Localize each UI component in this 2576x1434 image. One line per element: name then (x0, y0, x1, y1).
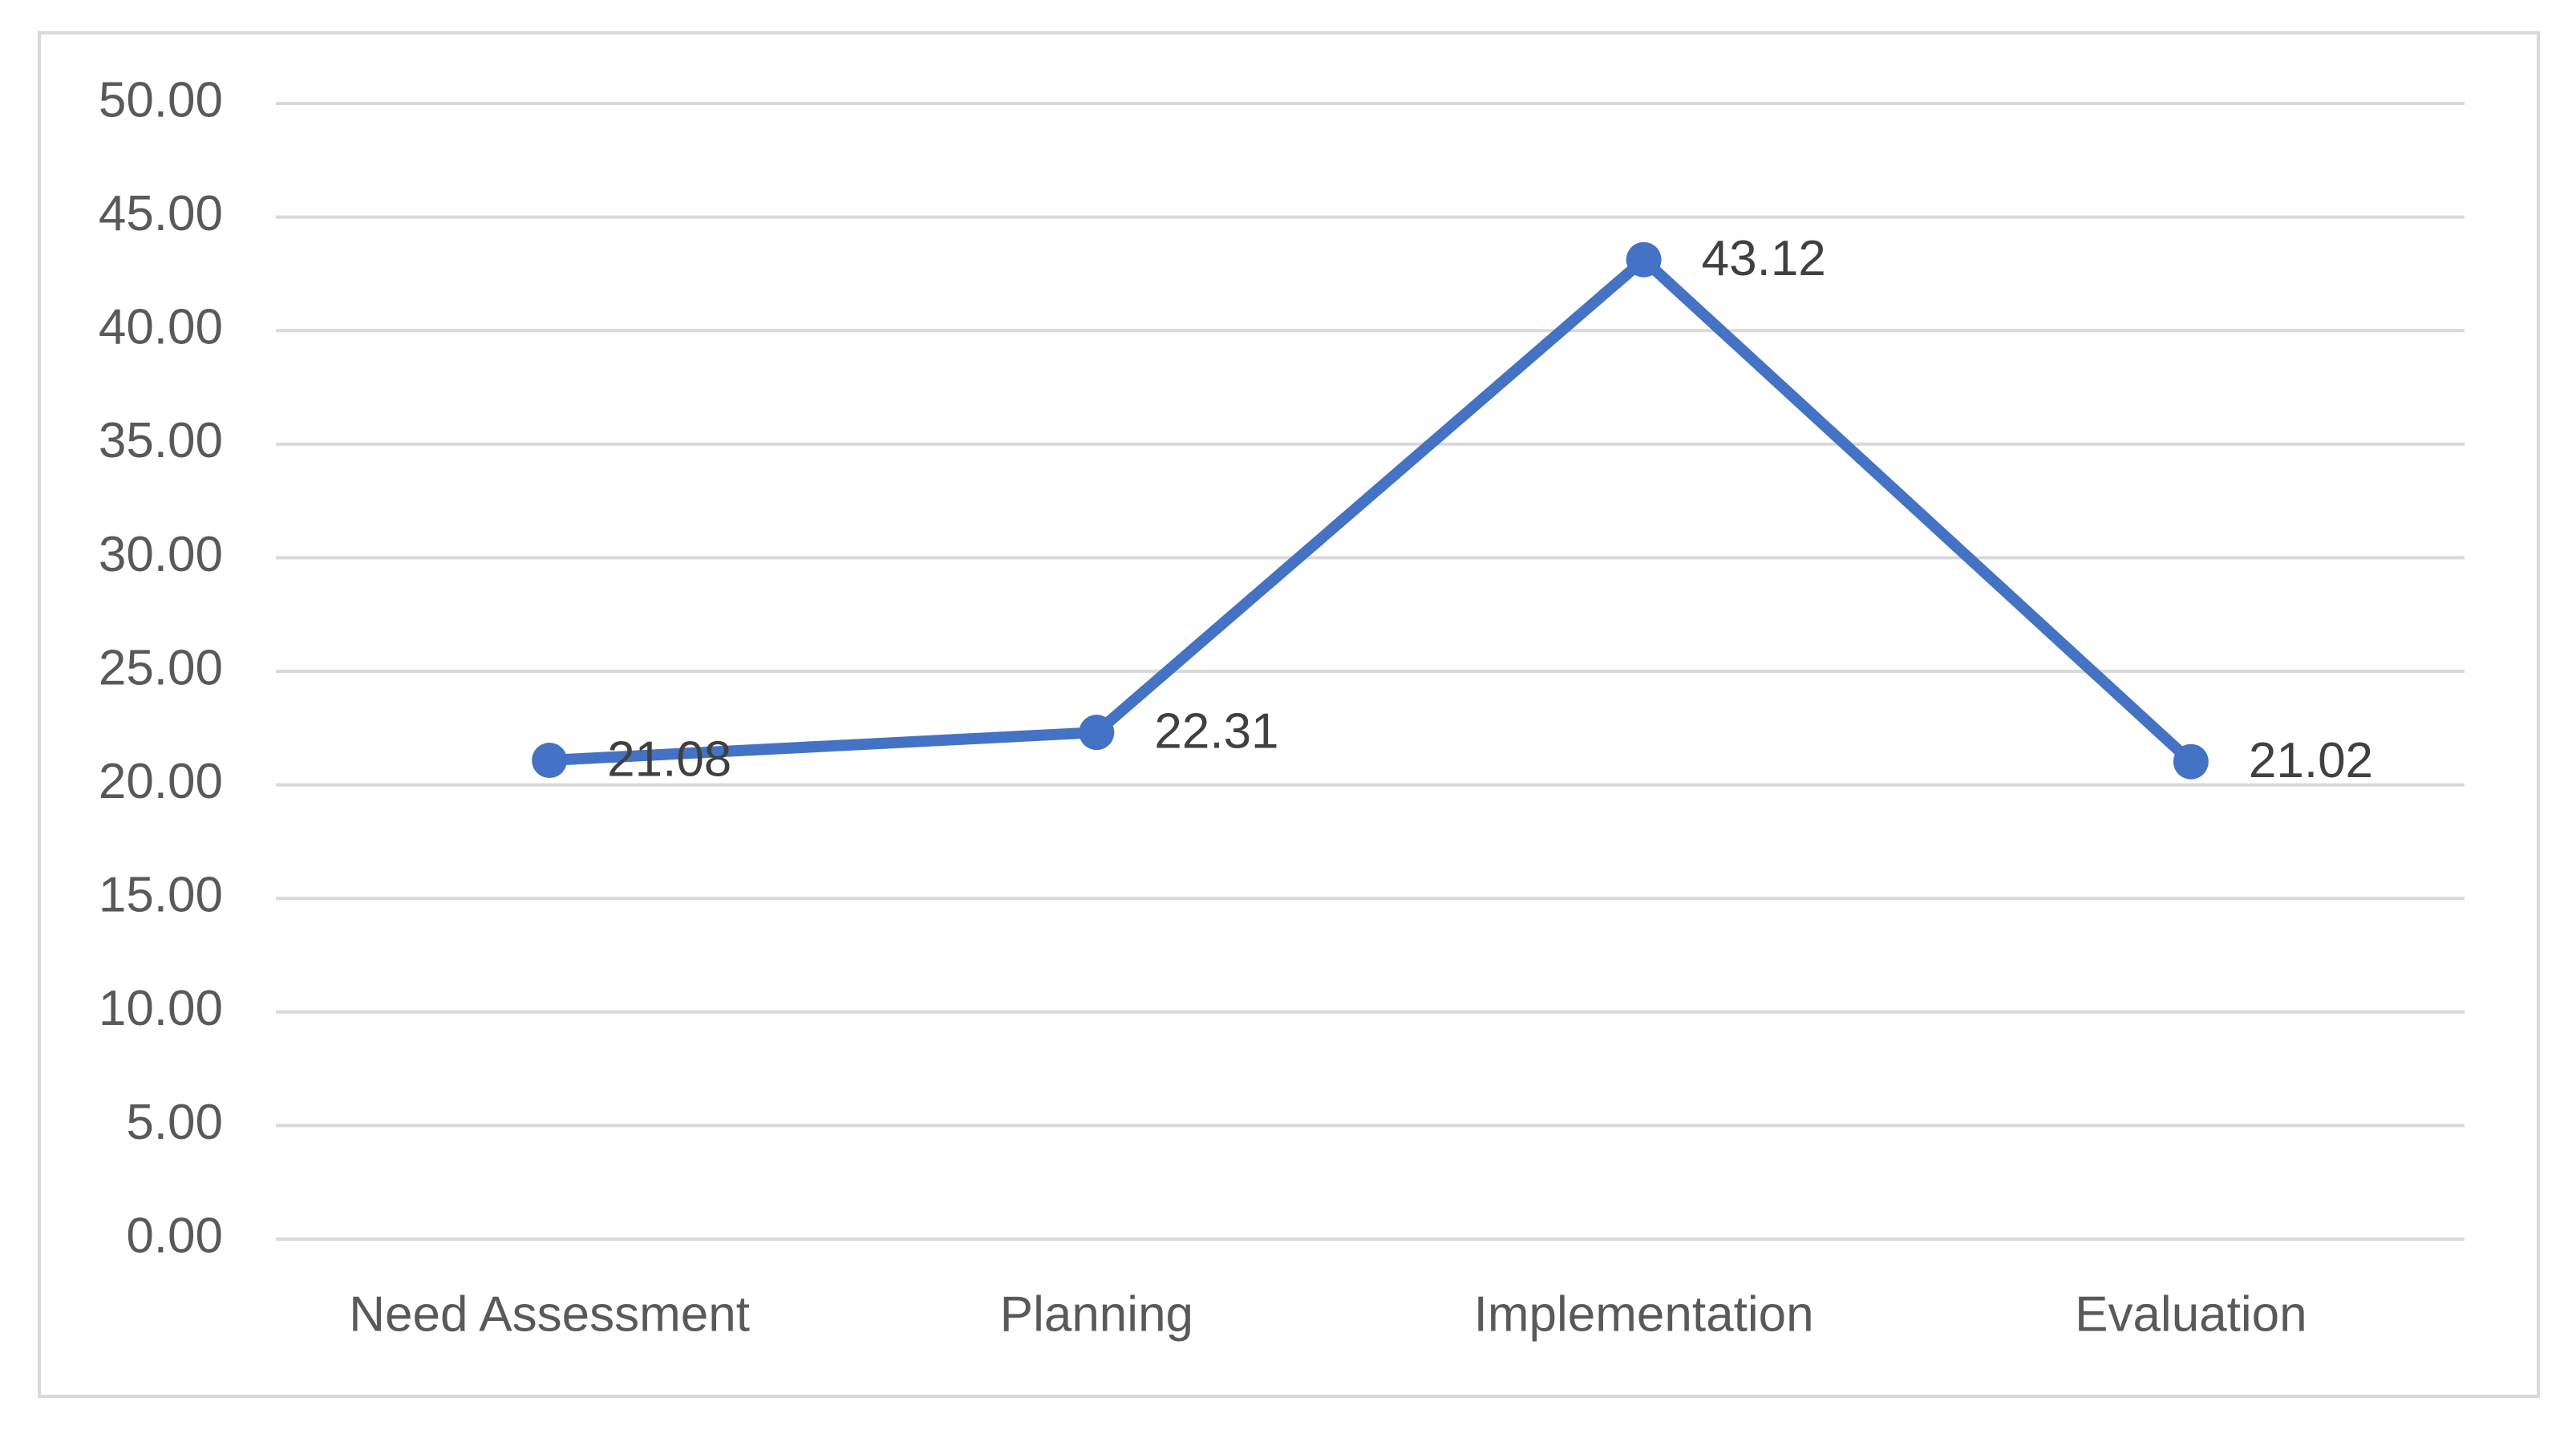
chart-border (38, 31, 2540, 1398)
y-tick-label: 0.00 (126, 1208, 223, 1263)
data-point (532, 743, 568, 779)
x-tick-label: Planning (1000, 1286, 1193, 1342)
y-tick-label: 25.00 (99, 640, 223, 695)
y-tick-label: 20.00 (99, 754, 223, 809)
data-label: 22.31 (1154, 704, 1278, 760)
y-tick-label: 40.00 (99, 300, 223, 355)
y-tick-label: 5.00 (126, 1095, 223, 1150)
y-tick-label: 50.00 (99, 72, 223, 128)
data-point (1079, 715, 1115, 751)
y-tick-label: 15.00 (99, 868, 223, 923)
data-label: 43.12 (1702, 231, 1826, 286)
data-label: 21.08 (607, 731, 731, 787)
data-line (549, 253, 2195, 767)
y-tick-label: 35.00 (99, 413, 223, 468)
x-tick-label: Evaluation (2075, 1286, 2307, 1342)
y-tick-label: 10.00 (99, 981, 223, 1036)
y-tick-label: 45.00 (99, 186, 223, 241)
y-tick-label: 30.00 (99, 527, 223, 582)
data-label: 21.02 (2249, 733, 2373, 788)
data-point (2173, 743, 2209, 780)
x-tick-label: Implementation (1474, 1286, 1814, 1342)
x-tick-label: Need Assessment (349, 1286, 750, 1342)
data-point (1626, 241, 1662, 277)
